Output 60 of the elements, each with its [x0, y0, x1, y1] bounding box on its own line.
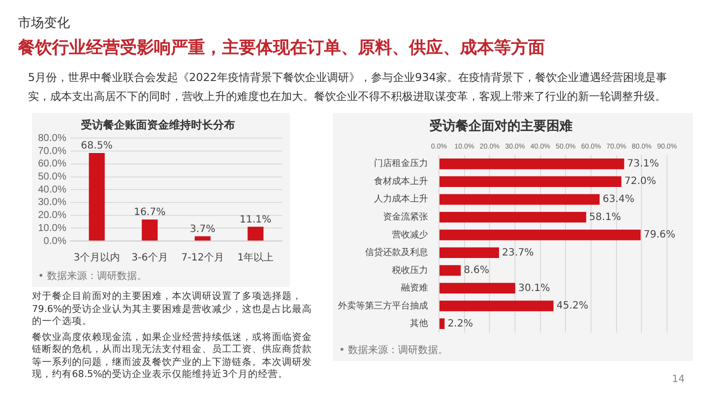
text: 餐饮业高度依赖现金流，如果企业经营持续低迷，或将面临资金链断裂的危机，从而出现无法支付租金、员工工资、供应商货款等一系列的问题，继而波及餐饮产业的上下游链条。本次调研发现，约有68.5%的受访企业表示仅能维持近3个月的经营。: [32, 332, 313, 382]
data-label: 23.7%: [502, 247, 534, 258]
data-label: 79.6%: [644, 230, 676, 241]
data-label: 30.1%: [518, 282, 550, 294]
chart-title: 受访餐企面对的主要困难: [428, 118, 572, 134]
bar: [440, 158, 624, 170]
bar: [440, 265, 461, 276]
bar: [142, 220, 158, 240]
data-label: 72.0%: [624, 176, 656, 188]
y-tick-label: 资金流紧张: [383, 212, 428, 223]
text: 5月份，世界中餐业联合会发起《2022年疫情背景下餐饮企业调研》，参与企业934家。在疫情背景下，餐饮企业遭遇经营困境是事实，成本支出高居不下的同时，营收上升的难度也在加大。餐饮企业不得不积极进取谋变革，客观上带来了行业的新一轮调整升级。: [28, 70, 668, 105]
chart-title: 受访餐企账面资金维持时长分布: [80, 118, 235, 132]
data-label: 63.4%: [602, 194, 634, 205]
x-tick-label: 1年以上: [237, 252, 274, 264]
bar: [88, 152, 105, 240]
y-tick-label: 0.0%: [44, 236, 66, 247]
data-label: 2.2%: [448, 318, 473, 330]
y-tick-label: 40.0%: [38, 184, 66, 196]
bar: [440, 282, 516, 294]
bar: [440, 212, 586, 222]
y-tick-label: 信贷还款及利息: [365, 247, 428, 258]
text: 餐饮行业经营受影响严重，主要体现在订单、原料、供应、成本等方面: [18, 37, 546, 59]
text: 14: [672, 374, 685, 385]
y-tick-label: 人力成本上升: [374, 194, 428, 205]
text: • 数据来源：调研数据。: [38, 270, 148, 283]
y-tick-label: 食材成本上升: [374, 176, 428, 187]
bar: [440, 300, 554, 312]
data-label: 58.1%: [589, 212, 621, 223]
data-label: 73.1%: [627, 158, 659, 170]
x-tick-label: 3个月以内: [74, 252, 120, 264]
bar: [440, 318, 445, 330]
data-label: 45.2%: [556, 300, 588, 312]
y-tick-label: 融资难: [401, 282, 428, 294]
y-tick-label: 其他: [410, 318, 428, 330]
data-label: 68.5%: [80, 140, 113, 152]
x-tick-label: 7-12个月: [181, 252, 224, 264]
y-tick-label: 营收减少: [392, 229, 428, 240]
y-tick-label: 10.0%: [38, 222, 66, 234]
y-tick-label: 税收压力: [392, 264, 428, 276]
y-tick-label: 门店租金压力: [374, 158, 428, 170]
bar: [440, 194, 600, 205]
y-tick-label: 20.0%: [38, 210, 66, 222]
data-label: 3.7%: [190, 224, 216, 235]
text: • 数据来源：调研数据。: [339, 344, 448, 357]
y-tick-label: 30.0%: [38, 197, 66, 208]
text: 市场变化: [18, 15, 70, 32]
data-label: 16.7%: [134, 207, 166, 218]
bar: [440, 176, 622, 187]
y-tick-label: 60.0%: [38, 158, 66, 170]
x-tick-label: 3-6个月: [132, 252, 168, 264]
y-tick-label: 50.0%: [38, 172, 66, 182]
bar: [440, 247, 500, 258]
data-label: 11.1%: [240, 214, 272, 226]
bar: [248, 226, 264, 240]
y-tick-label: 80.0%: [38, 132, 66, 144]
bar: [440, 230, 641, 240]
text: 对于餐企目前面对的主要困难，本次调研设置了多项选择题，79.6%的受访企业认为其主要困难是营收减少，这也是占比最高的一个选项。: [32, 291, 314, 328]
data-label: 8.6%: [464, 265, 490, 276]
y-tick-label: 外卖等第三方平台抽成: [338, 300, 428, 312]
bar: [194, 236, 211, 240]
